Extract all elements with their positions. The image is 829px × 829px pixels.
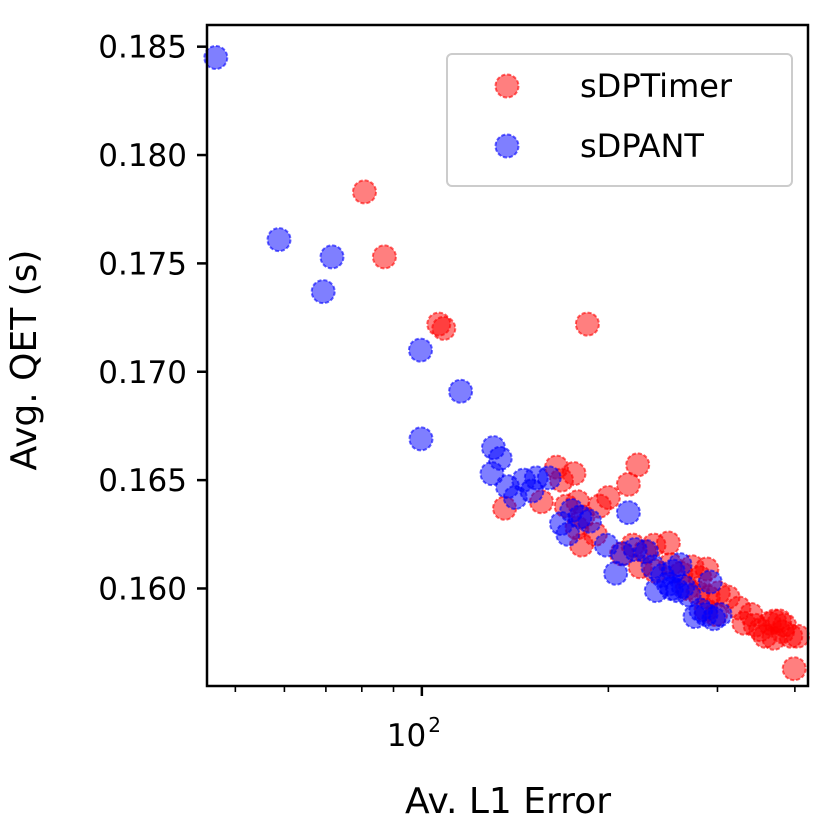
point-sdpant bbox=[615, 500, 641, 526]
plot-frame bbox=[205, 23, 810, 688]
legend-label-sdpant: sDPANT bbox=[580, 127, 704, 165]
points-layer bbox=[203, 45, 810, 682]
x-ticks: 10 2 bbox=[234, 686, 796, 754]
legend-marker-sdpant bbox=[494, 133, 520, 159]
point-sdptimer bbox=[785, 623, 810, 649]
y-tick-label: 0.175 bbox=[98, 246, 187, 282]
point-sdpant bbox=[203, 45, 229, 70]
y-tick-label: 0.170 bbox=[98, 355, 187, 391]
y-axis-label: Avg. QET (s) bbox=[4, 250, 45, 471]
point-sdptimer bbox=[625, 452, 651, 478]
point-sdpant bbox=[577, 508, 603, 534]
point-sdptimer bbox=[352, 179, 377, 205]
legend-label-sdptimer: sDPTimer bbox=[580, 67, 733, 105]
y-tick-label: 0.165 bbox=[98, 463, 187, 499]
point-sdpant bbox=[408, 426, 434, 452]
point-sdpant bbox=[667, 552, 693, 578]
legend: sDPTimer sDPANT bbox=[446, 53, 793, 187]
legend-box bbox=[446, 53, 793, 187]
legend-marker-sdptimer bbox=[494, 73, 520, 99]
point-sdpant bbox=[555, 521, 581, 547]
point-sdpant bbox=[448, 378, 474, 404]
point-sdpant bbox=[266, 227, 292, 253]
point-sdpant bbox=[603, 560, 629, 586]
point-sdptimer bbox=[781, 656, 807, 682]
point-sdpant bbox=[519, 478, 545, 504]
point-sdpant bbox=[707, 602, 733, 627]
point-sdptimer bbox=[615, 471, 641, 497]
point-sdpant bbox=[536, 465, 562, 491]
point-sdptimer bbox=[431, 315, 457, 341]
point-sdptimer bbox=[574, 311, 600, 337]
point-sdptimer bbox=[655, 530, 681, 556]
x-axis-label: Av. L1 Error bbox=[405, 781, 611, 822]
point-sdpant bbox=[319, 244, 345, 270]
point-sdpant bbox=[408, 337, 433, 363]
y-tick-label: 0.185 bbox=[98, 30, 187, 66]
point-sdptimer bbox=[371, 244, 397, 270]
point-sdpant bbox=[697, 569, 723, 595]
x-tick-label: 10 2 bbox=[387, 713, 441, 754]
y-ticks: 0.160 0.165 0.170 0.175 0.180 0.185 bbox=[98, 30, 207, 607]
y-tick-label: 0.160 bbox=[98, 571, 187, 607]
point-sdpant bbox=[310, 279, 336, 305]
y-tick-label: 0.180 bbox=[98, 138, 187, 174]
